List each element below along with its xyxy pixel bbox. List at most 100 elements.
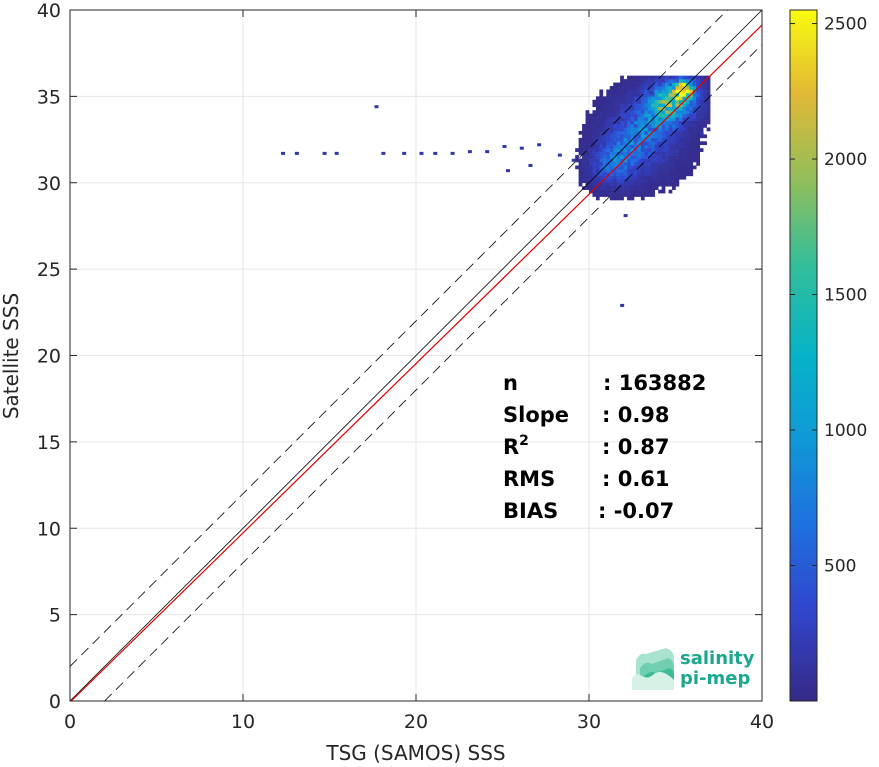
- density-cell-250: [609, 127, 614, 132]
- density-cell-186: [602, 137, 607, 142]
- density-cell-384: [623, 134, 628, 139]
- density-cell-920: [678, 155, 683, 159]
- density-cell-956: [682, 134, 687, 139]
- density-cell-429: [627, 99, 631, 104]
- density-cell-955: [682, 137, 687, 142]
- density-cell-43: [585, 162, 590, 166]
- density-cell-707: [654, 106, 659, 111]
- density-cell-240: [609, 162, 614, 166]
- density-cell-423: [627, 120, 631, 125]
- density-cell-862: [672, 141, 676, 146]
- density-cell-548: [640, 179, 645, 184]
- density-cell-609: [644, 89, 649, 94]
- density-cell-585: [644, 172, 649, 177]
- density-cell-619: [647, 175, 652, 180]
- density-cell-889: [675, 158, 680, 163]
- outlier-point-4: [374, 105, 379, 109]
- density-cell-533: [637, 106, 642, 111]
- density-cell-813: [665, 82, 669, 87]
- density-cell-539: [637, 86, 642, 90]
- density-cell-482: [633, 162, 638, 166]
- stat-value-2: : 0.87: [602, 435, 670, 459]
- density-cell-668: [651, 127, 656, 132]
- density-cell-1097: [699, 96, 704, 101]
- x-tick-label-4: 40: [750, 711, 774, 733]
- density-cell-399: [623, 82, 628, 87]
- density-cell-1005: [689, 165, 694, 170]
- density-cell-870: [672, 113, 676, 118]
- density-cell-189: [602, 127, 607, 132]
- density-cell-902: [675, 113, 680, 118]
- density-cell-372: [623, 175, 628, 180]
- density-cell-419: [627, 134, 631, 139]
- density-cell-622: [647, 165, 652, 170]
- density-cell-982: [685, 144, 690, 149]
- density-cell-0: [575, 165, 579, 170]
- density-cell-784: [665, 182, 669, 187]
- density-cell-1104: [703, 141, 707, 146]
- density-cell-357: [620, 106, 624, 111]
- density-cell-369: [623, 186, 628, 190]
- density-cell-795: [665, 144, 669, 149]
- density-cell-72: [589, 144, 593, 149]
- density-cell-806: [665, 106, 669, 111]
- density-cell-800: [665, 127, 669, 132]
- density-cell-302: [616, 179, 621, 184]
- density-cell-1041: [692, 130, 697, 135]
- density-cell-324: [616, 103, 621, 108]
- outlier-point-7: [419, 151, 424, 155]
- density-cell-530: [637, 117, 642, 121]
- density-cell-883: [675, 179, 680, 184]
- density-cell-1014: [689, 134, 694, 139]
- density-cell-282: [613, 130, 617, 135]
- density-cell-667: [651, 130, 656, 135]
- density-cell-342: [620, 158, 624, 163]
- stat-key-2: R2: [503, 433, 529, 459]
- density-cell-1065: [696, 137, 701, 142]
- reference-line-2: [104, 44, 763, 702]
- density-cell-703: [654, 120, 659, 125]
- density-cell-294: [613, 89, 617, 94]
- density-cell-914: [678, 175, 683, 180]
- logo-waves-icon: [632, 648, 674, 690]
- density-cell-945: [682, 172, 687, 177]
- density-cell-50: [585, 137, 590, 142]
- density-cell-94: [592, 151, 597, 156]
- density-cell-534: [637, 103, 642, 108]
- density-cell-114: [595, 179, 600, 184]
- stat-value-4: : -0.07: [598, 499, 674, 523]
- density-cell-167: [599, 96, 604, 101]
- density-cell-610: [644, 86, 649, 90]
- density-cell-165: [599, 103, 604, 108]
- density-cell-264: [613, 193, 617, 197]
- density-cell-131: [595, 120, 600, 125]
- density-cell-174: [602, 179, 607, 184]
- density-cell-286: [613, 117, 617, 121]
- density-cell-12: [578, 151, 583, 156]
- density-cell-644: [647, 89, 652, 94]
- density-cell-28: [582, 148, 586, 152]
- density-cell-347: [620, 141, 624, 146]
- density-cell-402: [627, 193, 631, 197]
- density-cell-313: [616, 141, 621, 146]
- density-cell-20: [582, 175, 586, 180]
- density-cell-470: [630, 82, 635, 87]
- density-cell-48: [585, 144, 590, 149]
- density-cell-1079: [696, 89, 701, 94]
- density-cell-79: [589, 120, 593, 125]
- density-cell-1124: [706, 113, 711, 118]
- density-cell-314: [616, 137, 621, 142]
- density-cell-989: [685, 120, 690, 125]
- colorbar-frame: [789, 9, 818, 702]
- density-cell-85: [592, 182, 597, 187]
- density-cell-465: [630, 99, 635, 104]
- density-cell-1090: [699, 120, 704, 125]
- density-cell-358: [620, 103, 624, 108]
- density-cell-803: [665, 117, 669, 121]
- density-cell-260: [609, 92, 614, 97]
- density-cell-262: [609, 86, 614, 90]
- density-cell-484: [633, 155, 638, 159]
- density-cell-761: [661, 151, 666, 156]
- density-cell-437: [630, 196, 635, 201]
- salinity-pimep-logo: salinity pi-mep: [632, 648, 755, 690]
